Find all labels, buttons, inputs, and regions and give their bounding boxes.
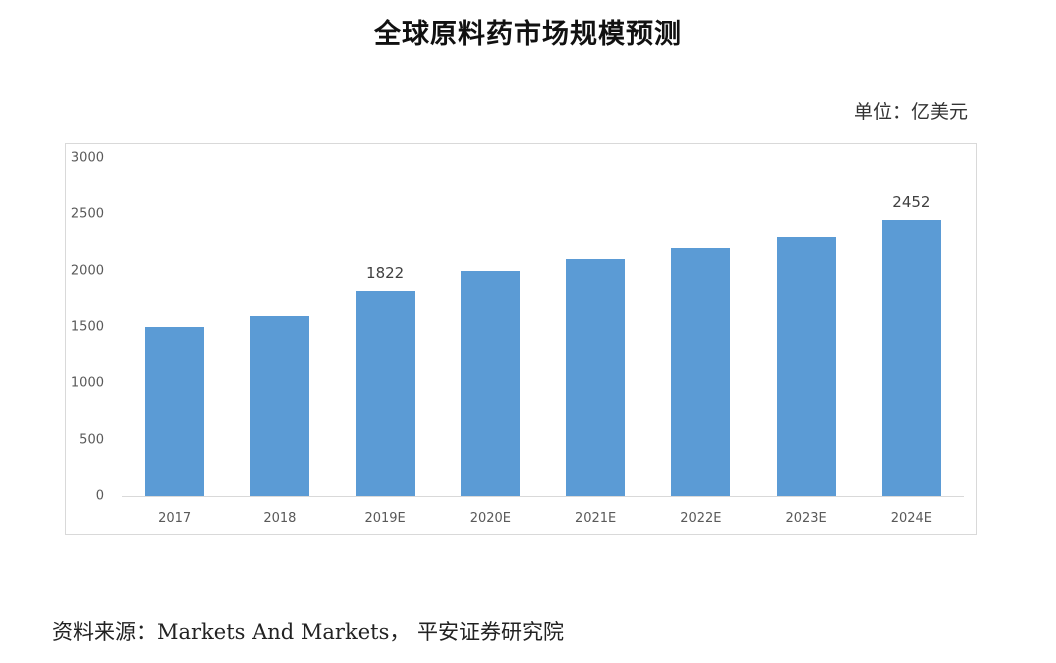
bar-2019E <box>355 290 415 496</box>
y-tick-label: 2000 <box>70 263 104 279</box>
y-tick-label: 0 <box>95 488 104 504</box>
x-tick-label: 2020E <box>469 511 512 526</box>
bar-2020E <box>460 270 520 496</box>
y-tick-label: 1000 <box>70 375 104 391</box>
y-tick-label: 500 <box>79 432 104 448</box>
y-tick-label: 1500 <box>70 319 104 335</box>
bar-2023E <box>776 236 836 496</box>
bar-2024E <box>881 219 941 496</box>
unit-label: 单位：亿美元 <box>853 101 968 123</box>
x-tick-label: 2021E <box>574 511 617 526</box>
x-axis-line <box>122 496 964 497</box>
source-note: 资料来源：Markets And Markets， 平安证券研究院 <box>52 620 565 644</box>
bar-2018 <box>250 315 310 496</box>
bar-2017 <box>145 327 205 496</box>
data-label: 1822 <box>366 263 405 282</box>
chart-frame <box>65 143 977 535</box>
x-tick-label: 2017 <box>158 511 192 526</box>
x-tick-label: 2018 <box>263 511 297 526</box>
data-label: 2452 <box>892 192 931 211</box>
x-tick-label: 2022E <box>680 511 722 526</box>
bar-2021E <box>566 259 626 496</box>
bar-2022E <box>671 248 731 496</box>
x-tick-label: 2023E <box>785 511 827 526</box>
y-tick-label: 2500 <box>70 206 104 222</box>
chart-title: 全球原料药市场规模预测 <box>374 19 682 50</box>
x-tick-label: 2024E <box>890 511 933 526</box>
x-tick-label: 2019E <box>364 511 406 526</box>
y-tick-label: 3000 <box>70 150 104 166</box>
